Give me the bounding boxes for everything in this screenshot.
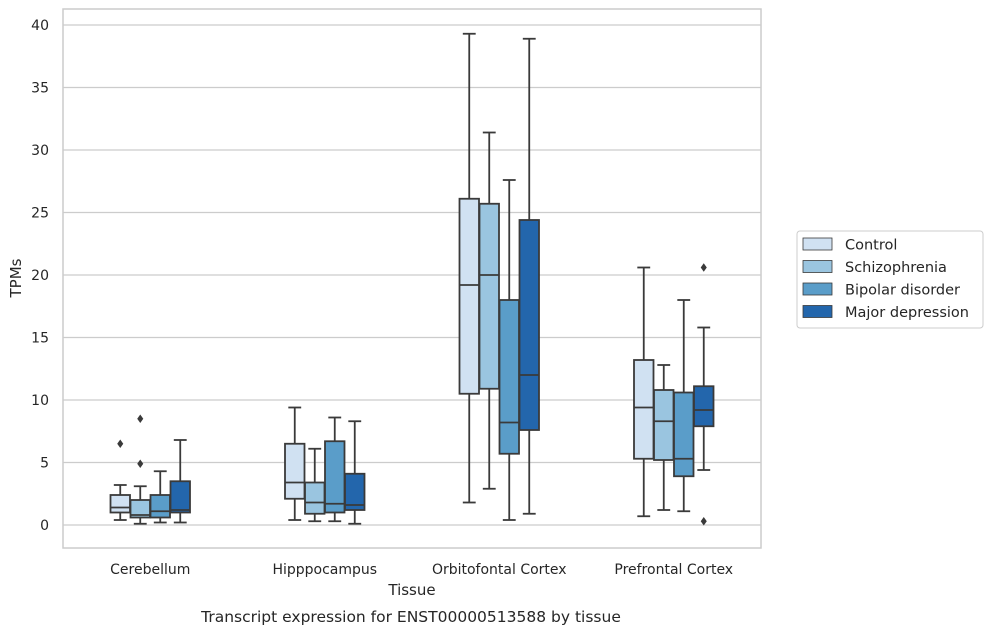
legend-label-2: Schizophrenia xyxy=(845,260,947,276)
box-1-3-iqr xyxy=(149,494,171,519)
legend-frame xyxy=(796,230,984,329)
box-2-1-iqr xyxy=(284,442,306,500)
legend-swatch-1 xyxy=(802,237,833,251)
x-tick-label-4: Prefrontal Cortex xyxy=(614,562,733,578)
legend-label-3: Bipolar disorder xyxy=(845,283,960,299)
y-tick-label-10: 10 xyxy=(31,393,49,409)
chart-caption: Transcript expression for ENST0000051358… xyxy=(200,608,621,626)
box-4-3-iqr xyxy=(673,391,695,478)
y-tick-label-20: 20 xyxy=(31,268,49,284)
box-groups xyxy=(109,32,715,526)
y-tick-label-5: 5 xyxy=(40,456,49,472)
x-axis-ticks: Cerebellum Hipppocampus Orbitofontal Corte… xyxy=(110,562,733,578)
y-tick-label-15: 15 xyxy=(31,331,49,347)
box-1-2-outlier-2 xyxy=(137,414,144,423)
legend-swatch-2 xyxy=(802,260,833,273)
box-3-2-iqr xyxy=(478,202,500,390)
y-tick-label-35: 35 xyxy=(31,81,49,97)
y-tick-label-30: 30 xyxy=(31,143,49,159)
legend-swatch-4 xyxy=(802,305,833,318)
x-tick-label-1: Cerebellum xyxy=(110,562,190,578)
box-group-3 xyxy=(458,32,540,521)
box-1-4-iqr xyxy=(169,480,191,514)
legend-swatch-3 xyxy=(802,282,833,296)
box-3-4-iqr xyxy=(518,219,540,431)
box-2-2-iqr xyxy=(304,481,326,515)
legend: Control Schizophrenia Bipolar disorder Majo… xyxy=(796,230,984,329)
box-4-4-iqr xyxy=(693,385,715,428)
y-axis-label: TPMs xyxy=(7,258,25,298)
y-tick-label-40: 40 xyxy=(31,18,49,34)
x-axis-label: Tissue xyxy=(387,581,435,599)
box-4-4-outlier-2 xyxy=(700,263,707,272)
gridlines xyxy=(63,24,761,526)
y-axis-ticks: 0 5 10 15 20 25 30 35 40 xyxy=(31,18,49,534)
box-2-3-iqr xyxy=(324,440,346,514)
box-group-4 xyxy=(633,263,715,526)
box-group-1 xyxy=(109,414,191,525)
box-2-4-iqr xyxy=(344,472,366,511)
box-3-1-iqr xyxy=(458,197,480,395)
box-4-1-iqr xyxy=(633,359,655,460)
legend-label-1: Control xyxy=(845,238,897,254)
y-tick-label-25: 25 xyxy=(31,206,49,222)
box-4-4-outlier-1 xyxy=(700,517,707,526)
box-group-2 xyxy=(284,406,366,525)
box-1-2-outlier-1 xyxy=(137,459,144,468)
plot-area xyxy=(62,8,762,549)
legend-label-4: Major depression xyxy=(845,305,969,321)
box-4-2-iqr xyxy=(653,389,675,461)
x-tick-label-3: Orbitofontal Cortex xyxy=(432,562,567,578)
y-tick-label-0: 0 xyxy=(40,518,49,534)
box-1-1-iqr xyxy=(109,494,131,514)
x-tick-label-2: Hipppocampus xyxy=(272,562,377,578)
box-1-1-outlier-1 xyxy=(117,439,124,448)
box-3-3-iqr xyxy=(498,299,520,455)
